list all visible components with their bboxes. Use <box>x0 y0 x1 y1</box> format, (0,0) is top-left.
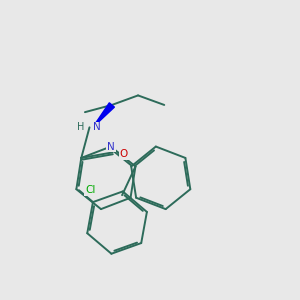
Polygon shape <box>93 103 114 127</box>
Text: H: H <box>77 122 85 132</box>
Text: Cl: Cl <box>85 185 95 195</box>
Text: N: N <box>107 142 115 152</box>
Text: O: O <box>120 149 128 159</box>
Text: N: N <box>93 122 101 132</box>
